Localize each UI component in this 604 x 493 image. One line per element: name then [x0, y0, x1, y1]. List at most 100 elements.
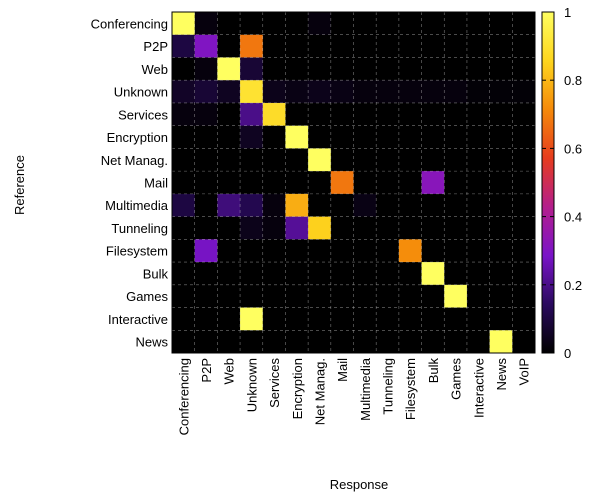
heatmap-cell — [444, 57, 468, 81]
heatmap-cell — [308, 34, 332, 58]
heatmap-cell — [172, 307, 196, 331]
heatmap-cell — [308, 307, 332, 331]
y-tick-label: Net Manag. — [101, 153, 168, 168]
heatmap-cell — [308, 171, 332, 195]
colorbar-tick-label: 0 — [564, 346, 571, 361]
heatmap-cell — [217, 34, 241, 58]
y-tick-label: Conferencing — [91, 16, 168, 31]
heatmap-cell — [240, 102, 264, 127]
heatmap-cell — [398, 171, 423, 195]
heatmap-cell — [398, 102, 423, 127]
heatmap-cell — [489, 216, 513, 240]
heatmap-cell — [194, 216, 218, 240]
heatmap-cell — [512, 125, 536, 149]
heatmap-cell — [376, 148, 400, 172]
heatmap-cell — [489, 262, 513, 286]
heatmap-cell — [240, 284, 264, 309]
x-tick-label: News — [494, 358, 509, 391]
heatmap-cell — [262, 239, 286, 263]
heatmap-cell — [330, 193, 354, 218]
heatmap-cell — [398, 307, 423, 331]
y-tick-label: Multimedia — [105, 198, 169, 213]
heatmap-cell — [330, 57, 354, 81]
heatmap-cell — [489, 125, 513, 149]
heatmap-cell — [489, 34, 513, 58]
heatmap-cell — [308, 80, 332, 104]
heatmap-cell — [194, 57, 218, 81]
heatmap-cell — [308, 125, 332, 149]
heatmap-cell — [330, 284, 354, 309]
heatmap-cell — [240, 330, 264, 354]
heatmap-cell — [353, 330, 377, 354]
heatmap-cell — [285, 148, 309, 172]
heatmap-cell — [262, 193, 286, 218]
heatmap-cell — [398, 216, 423, 240]
heatmap-cell — [217, 284, 241, 309]
y-tick-label: Mail — [144, 176, 168, 191]
heatmap-cell — [489, 239, 513, 263]
heatmap-cell — [376, 193, 400, 218]
heatmap-cell — [285, 34, 309, 58]
heatmap-cell — [466, 171, 491, 195]
heatmap-cell — [376, 125, 400, 149]
heatmap-cell — [217, 171, 241, 195]
heatmap-cell — [240, 12, 264, 36]
heatmap-cell — [376, 239, 400, 263]
heatmap-cell — [512, 80, 536, 104]
heatmap-cell — [353, 102, 377, 127]
heatmap-cell — [512, 34, 536, 58]
heatmap-cell — [398, 57, 423, 81]
heatmap-cell — [512, 239, 536, 263]
heatmap-cell — [194, 148, 218, 172]
heatmap-cell — [308, 239, 332, 263]
heatmap-cell — [353, 171, 377, 195]
heatmap-cell — [262, 125, 286, 149]
heatmap-cell — [376, 12, 400, 36]
heatmap-cell — [308, 193, 332, 218]
heatmap-cell — [489, 171, 513, 195]
heatmap-cell — [421, 262, 445, 286]
heatmap-cell — [512, 12, 536, 36]
heatmap-cell — [421, 102, 445, 127]
plot-frame — [171, 11, 536, 354]
x-tick-label: Conferencing — [176, 358, 191, 435]
heatmap-cell — [421, 284, 445, 309]
colorbar-ticks: 0 0.2 0.4 0.6 0.8 1 — [542, 5, 582, 361]
colorbar-tick-label: 0.8 — [564, 73, 582, 88]
heatmap-cell — [353, 239, 377, 263]
heatmap-cell — [353, 262, 377, 286]
heatmap-cell — [353, 284, 377, 309]
heatmap-cell — [444, 262, 468, 286]
heatmap-cell — [444, 284, 468, 309]
heatmap-cell — [308, 284, 332, 309]
x-tick-label: Unknown — [244, 358, 259, 412]
heatmap-cell — [262, 148, 286, 172]
heatmap-cell — [194, 34, 218, 58]
heatmap-cell — [285, 216, 309, 240]
heatmap-cell — [172, 171, 196, 195]
heatmap-cell — [217, 57, 241, 81]
heatmap-cell — [512, 193, 536, 218]
x-tick-label: Games — [449, 358, 464, 400]
heatmap-cell — [194, 262, 218, 286]
heatmap-cell — [217, 102, 241, 127]
heatmap-cell — [466, 193, 491, 218]
heatmap-cell — [398, 12, 423, 36]
heatmap-cell — [240, 307, 264, 331]
heatmap-cell — [398, 148, 423, 172]
colorbar-tick-label: 0.2 — [564, 278, 582, 293]
heatmap-cell — [240, 57, 264, 81]
heatmap-cell — [217, 262, 241, 286]
x-tick-label: Tunneling — [381, 358, 396, 415]
y-tick-label: Interactive — [108, 312, 168, 327]
heatmap-cell — [466, 148, 491, 172]
heatmap-cell — [285, 330, 309, 354]
heatmap-cell — [285, 102, 309, 127]
heatmap-cell — [466, 34, 491, 58]
heatmap-cell — [285, 239, 309, 263]
heatmap-cell — [194, 171, 218, 195]
heatmap-cell — [262, 262, 286, 286]
heatmap-cell — [398, 330, 423, 354]
heatmap-cell — [421, 330, 445, 354]
